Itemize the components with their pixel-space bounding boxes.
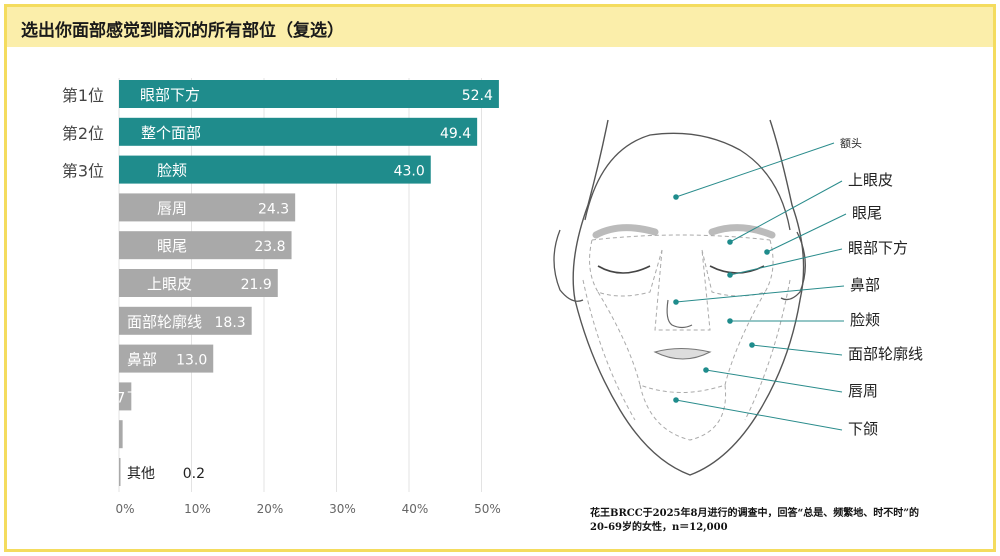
rank-label: 第3位 [62, 162, 104, 181]
x-tick-label: 50% [474, 502, 501, 516]
survey-note: 花王BRCC于2025年8月进行的调查中，回答“总是、频繁地、时不时”的 20-… [590, 507, 970, 535]
leader-line [751, 344, 843, 356]
bar [119, 155, 431, 184]
bar [119, 117, 478, 146]
bar [119, 193, 296, 222]
leader-dot [749, 342, 755, 348]
nose [666, 299, 693, 329]
value-label: 52.4 [462, 88, 493, 104]
category-label: 面部轮廓线 [127, 313, 202, 331]
category-label: 下颌 [127, 390, 155, 406]
face-region-label: 上眼皮 [848, 171, 893, 189]
face-region-label: 眼部下方 [848, 239, 908, 257]
x-tick-label: 30% [329, 502, 356, 516]
bar [119, 344, 214, 373]
category-label: 唇周 [157, 199, 187, 217]
face-region-label: 下颌 [848, 420, 878, 438]
lips [653, 347, 712, 360]
leader-line [675, 399, 843, 431]
face-region-label: 额头 [840, 137, 862, 150]
bar [119, 306, 252, 335]
face-outline [572, 119, 805, 476]
value-label: 24.3 [258, 201, 289, 217]
bar [119, 231, 292, 260]
category-label: 鼻部 [127, 351, 157, 369]
value-label: 1.7 [103, 390, 125, 406]
value-label: 49.4 [440, 126, 471, 142]
leader-dot [764, 249, 770, 255]
leader-line [675, 285, 845, 303]
face-region-label: 面部轮廓线 [848, 345, 923, 363]
bar [119, 80, 499, 108]
zone-lines [582, 234, 791, 441]
bar [119, 458, 121, 486]
face-region-label: 脸颊 [850, 311, 880, 329]
leader-line [675, 142, 835, 198]
leader-dot [673, 299, 679, 305]
chart-title: 选出你面部感觉到暗沉的所有部位（复选） [21, 21, 344, 41]
x-tick-label: 10% [184, 502, 211, 516]
leader-line [766, 213, 847, 253]
leader-dot [703, 367, 709, 373]
category-label: 其他 [127, 466, 155, 482]
left-ear [553, 229, 584, 302]
category-label: 眼部下方 [140, 86, 200, 104]
leader-dot [727, 318, 733, 324]
bar [119, 382, 132, 411]
x-tick-label: 0% [115, 502, 134, 516]
value-label: 0.5 [94, 428, 116, 444]
category-label: 整个面部 [141, 124, 201, 142]
rank-label: 第2位 [62, 124, 104, 143]
leader-dot [727, 239, 733, 245]
leader-line [705, 369, 843, 393]
value-label: 43.0 [394, 164, 425, 180]
category-label: 额头 [127, 428, 155, 444]
value-label: 18.3 [215, 315, 246, 331]
left-eye [597, 265, 651, 274]
face-region-label: 唇周 [848, 382, 878, 400]
face-region-label: 鼻部 [850, 276, 880, 294]
right-eyebrow [708, 224, 776, 239]
value-label: 23.8 [254, 239, 285, 255]
category-label: 眼尾 [157, 237, 187, 255]
category-label: 上眼皮 [147, 275, 192, 293]
leader-line [729, 180, 843, 243]
leader-dot [673, 194, 679, 200]
bar [119, 420, 123, 449]
category-label: 脸颊 [157, 162, 187, 180]
value-label: 0.2 [183, 466, 205, 482]
leader-line [729, 248, 843, 276]
leader-dot [727, 272, 733, 278]
survey-note-line2: 20-69岁的女性，n＝12,000 [590, 522, 728, 533]
title-bar: 选出你面部感觉到暗沉的所有部位（复选） [7, 7, 993, 47]
bar [119, 269, 278, 297]
hairline [584, 132, 791, 231]
value-label: 21.9 [241, 277, 272, 293]
x-tick-label: 40% [402, 502, 429, 516]
rank-label: 第1位 [62, 86, 104, 105]
x-tick-label: 20% [257, 502, 284, 516]
right-ear [780, 231, 806, 301]
survey-note-line1: 花王BRCC于2025年8月进行的调查中，回答“总是、频繁地、时不时”的 [590, 508, 919, 519]
face-region-label: 眼尾 [852, 204, 882, 222]
leader-dot [673, 397, 679, 403]
left-eyebrow [592, 224, 659, 239]
value-label: 13.0 [176, 353, 207, 369]
